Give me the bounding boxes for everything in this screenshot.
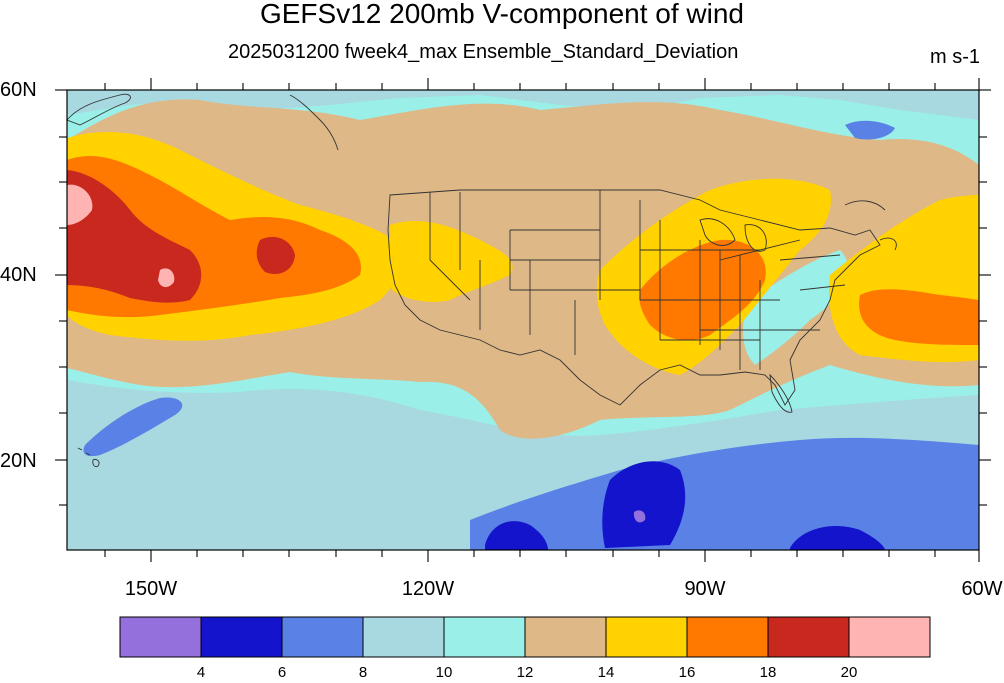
conus-outline (387, 189, 881, 406)
colorbar-tick-label: 4 (196, 664, 206, 681)
colorbar-tick-label: 6 (277, 664, 287, 681)
state-lines-east (640, 220, 846, 370)
field-level-6-8-south (470, 437, 979, 550)
colorbar-swatch (119, 616, 202, 658)
field-level-6-8-ne (845, 120, 895, 140)
colorbar-swatch (605, 616, 688, 658)
colorbar (119, 616, 931, 658)
units-label: m s-1 (930, 46, 980, 68)
colorbar-tick-label: 20 (840, 664, 858, 681)
colorbar-swatch (524, 616, 607, 658)
wind-stddev-field (67, 90, 979, 550)
field-level-20-plus-b (158, 268, 175, 288)
colorbar-swatch (362, 616, 445, 658)
colorbar-tick-label: 16 (678, 664, 696, 681)
lon-label-60w: 60W (961, 578, 1003, 600)
field-level-4-6-se (790, 526, 885, 550)
axis-ticks (55, 78, 991, 562)
canada-coast (289, 94, 897, 251)
lat-label-40n: 40N (0, 264, 37, 286)
map-frame (66, 89, 980, 551)
lon-label-150w: 150W (124, 578, 178, 600)
field-level-14-16-interior (390, 220, 513, 302)
field-level-4-6-south (602, 461, 686, 548)
lon-label-90w: 90W (684, 578, 726, 600)
field-level-16-18-east (639, 239, 766, 341)
colorbar-tick-label: 8 (358, 664, 368, 681)
map-subtitle: 2025031200 fweek4_max Ensemble_Standard_… (228, 41, 739, 63)
colorbar-swatch (848, 616, 931, 658)
alaska-coast (67, 93, 131, 126)
colorbar-swatch (443, 616, 526, 658)
field-level-18-20-mid (256, 236, 295, 275)
great-lakes (699, 218, 767, 252)
field-cyan-east (743, 250, 849, 365)
state-boundaries (67, 93, 897, 468)
map-title: GEFSv12 200mb V-component of wind (259, 0, 745, 29)
florida (769, 373, 793, 413)
colorbar-tick-label: 12 (516, 664, 534, 681)
colorbar-swatch (281, 616, 364, 658)
field-level-6-8-hawaii (83, 397, 183, 457)
colorbar-tick-label: 14 (597, 664, 615, 681)
field-level-16-18-atlantic (859, 289, 979, 345)
lon-label-120w: 120W (401, 578, 455, 600)
lat-label-20n: 20N (0, 450, 37, 472)
hawaii-islands (77, 447, 100, 468)
colorbar-swatch (200, 616, 283, 658)
colorbar-swatch (767, 616, 850, 658)
lat-label-60n: 60N (0, 79, 37, 101)
field-level-below-4 (633, 510, 646, 523)
field-level-4-6-sw (485, 521, 548, 550)
colorbar-tick-label: 18 (759, 664, 777, 681)
colorbar-tick-label: 10 (435, 664, 453, 681)
field-level-20-plus-a (67, 184, 93, 225)
colorbar-swatch (686, 616, 769, 658)
